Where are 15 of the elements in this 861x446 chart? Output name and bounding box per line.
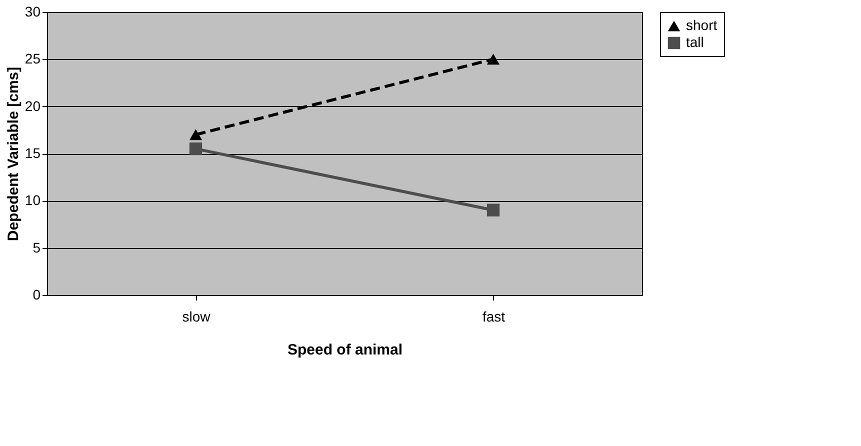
x-tick-label: slow [182,308,212,324]
x-axis-title: Speed of animal [287,342,403,358]
y-tick-label: 20 [24,98,41,114]
y-tick-label: 25 [24,50,41,67]
y-tick-label: 30 [24,4,41,20]
legend-label: short [686,17,718,33]
y-tick-label: 5 [32,239,41,256]
point [486,204,500,216]
y-tick-label: 10 [24,192,41,208]
y-tick-label: 15 [24,145,41,161]
x-tick-label: fast [482,308,506,324]
y-tick-label: 0 [32,286,41,302]
legend-label: tall [686,34,704,50]
y-axis-title: Depedent Variable [cms] [4,66,22,242]
point [189,142,202,156]
